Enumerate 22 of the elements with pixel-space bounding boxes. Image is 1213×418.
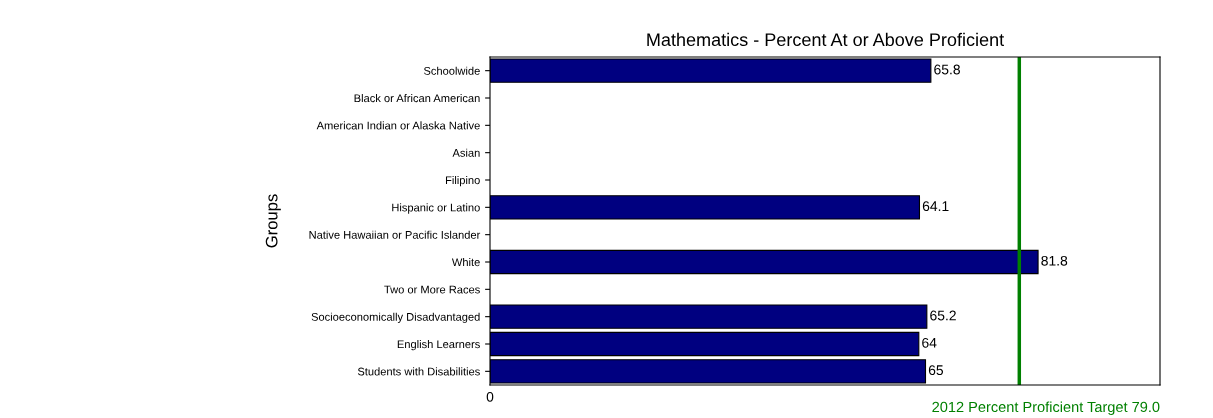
y-tick-label: Black or African American bbox=[354, 93, 480, 103]
ref-line-label: 2012 Percent Proficient Target 79.0 bbox=[932, 401, 1160, 415]
y-tick-label: Socioeconomically Disadvantaged bbox=[311, 312, 480, 323]
data-label: 65 bbox=[928, 365, 944, 376]
chart-title: Mathematics - Percent At or Above Proficient bbox=[647, 32, 1005, 47]
y-tick-label: Students with Disabilities bbox=[357, 367, 480, 376]
y-tick-label: English Learners bbox=[397, 339, 480, 351]
y-tick-label: American Indian or Alaska Native bbox=[316, 121, 480, 130]
data-label: 64.1 bbox=[922, 201, 949, 212]
data-label: 65.2 bbox=[930, 310, 956, 321]
y-tick-label: Hispanic or Latino bbox=[392, 203, 480, 214]
y-tick-label: Native Hawaiian or Pacific Islander bbox=[309, 230, 481, 239]
data-label: 65.8 bbox=[934, 64, 960, 75]
y-tick-label: Filipino bbox=[445, 175, 480, 187]
y-tick-label: Asian bbox=[452, 148, 480, 157]
data-label: 64 bbox=[922, 337, 937, 348]
y-tick-label: White bbox=[451, 257, 480, 267]
data-label: 81.8 bbox=[1041, 255, 1068, 266]
y-tick-label: Schoolwide bbox=[423, 66, 480, 75]
y-tick-label: Two or More Races bbox=[384, 285, 480, 294]
y-axis-title: Groups bbox=[265, 194, 281, 248]
text: 0 bbox=[486, 391, 494, 402]
